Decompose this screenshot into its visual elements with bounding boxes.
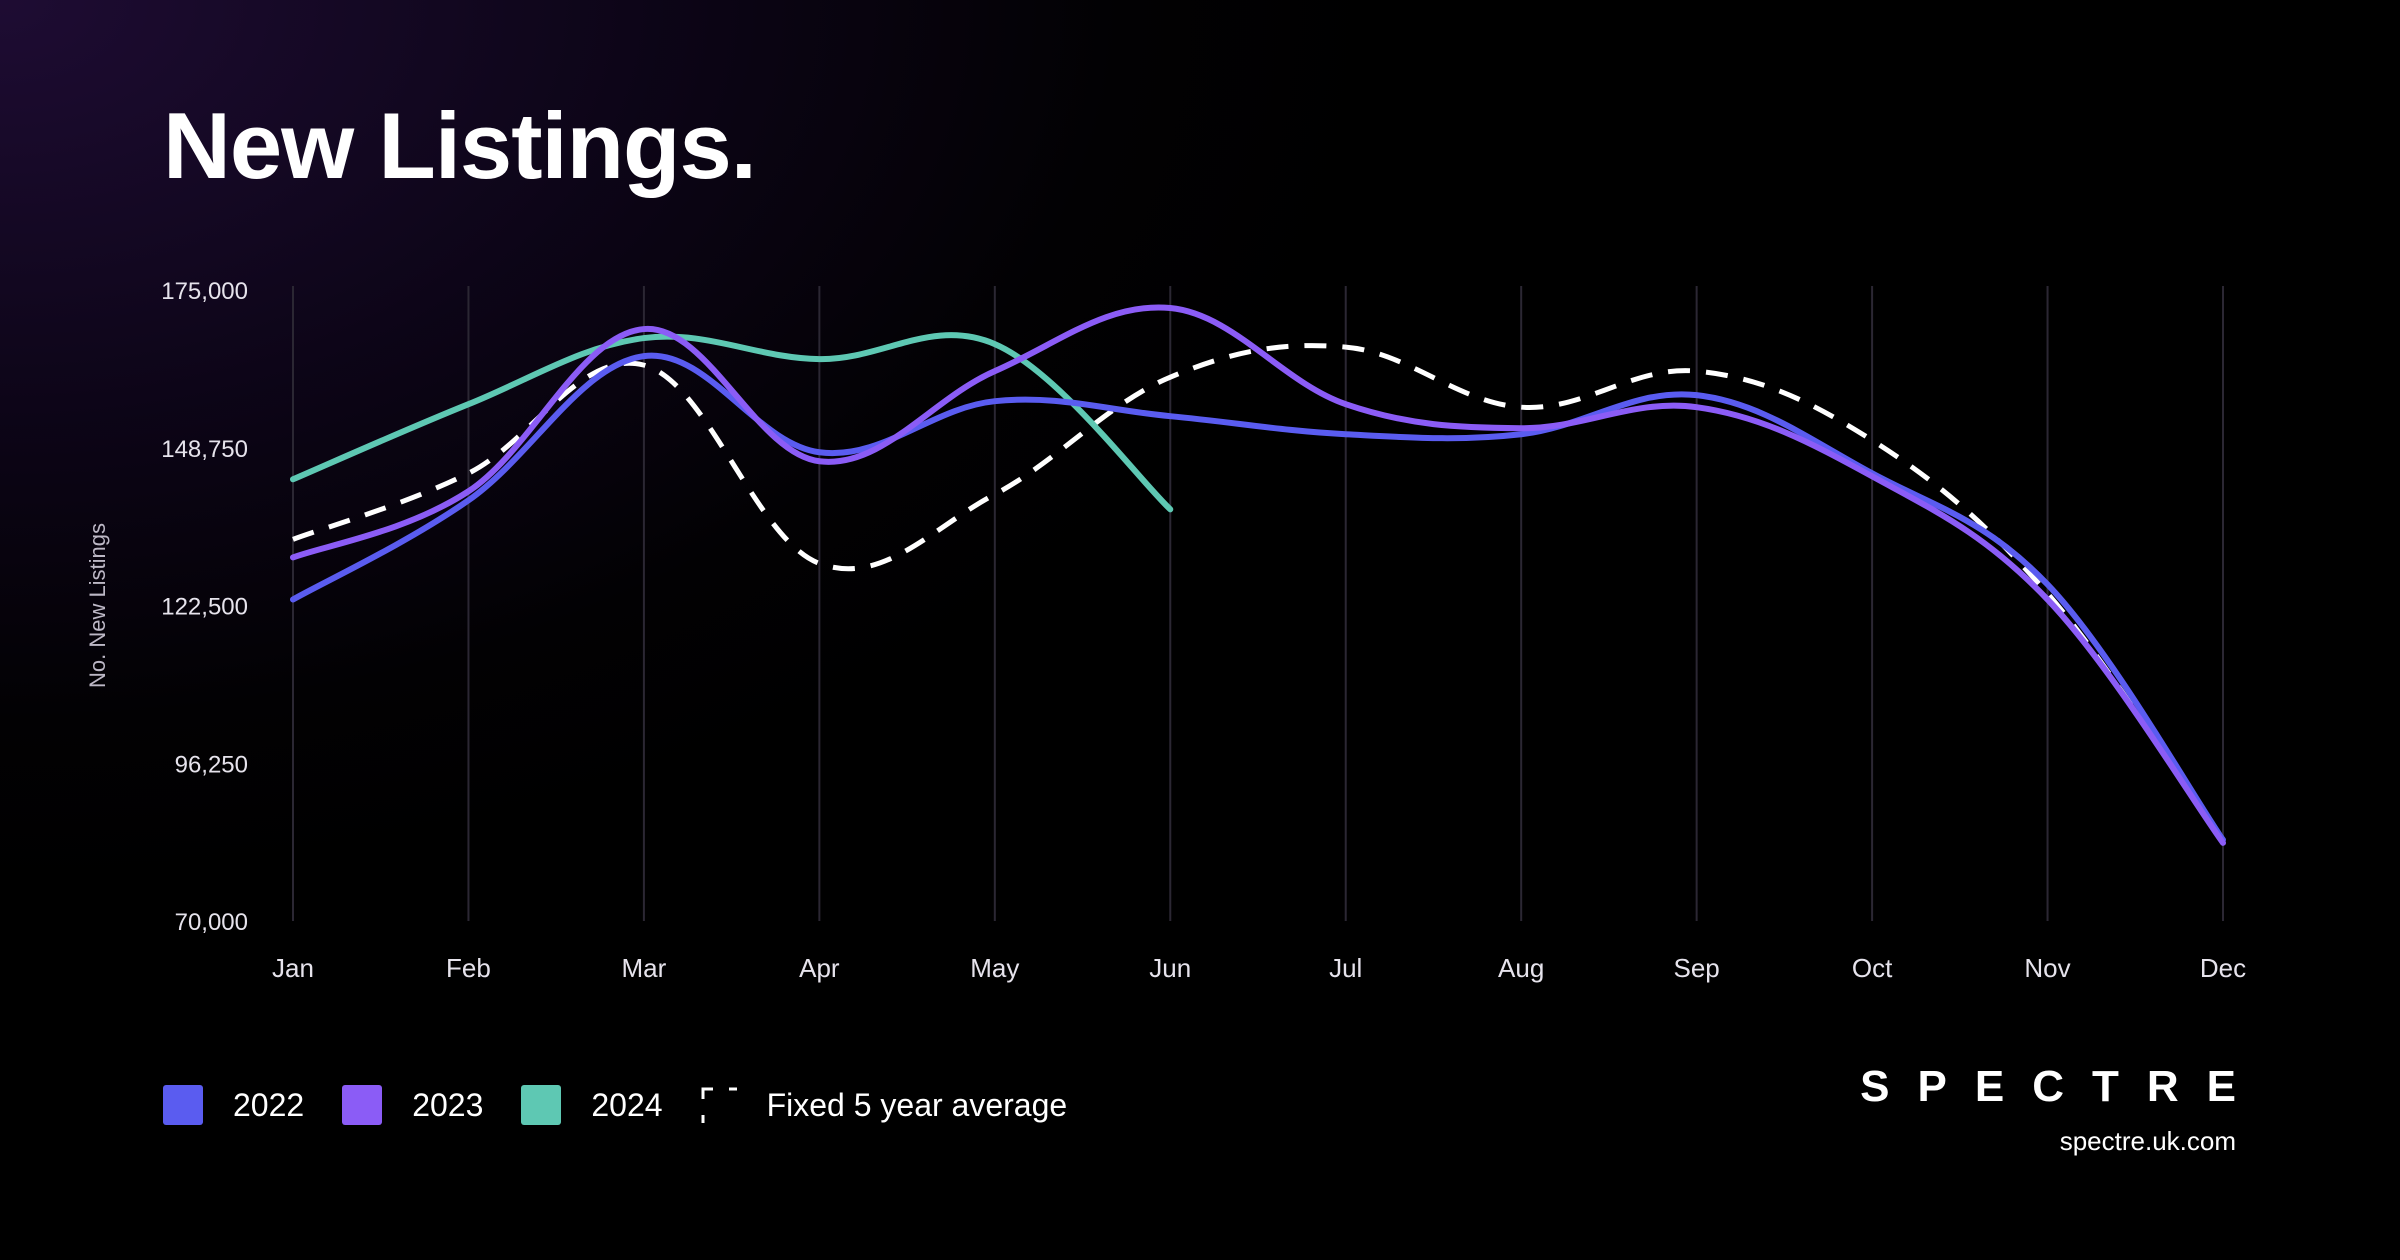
legend-item-average: Fixed 5 year average	[701, 1086, 1068, 1124]
y-axis-label: No. New Listings	[85, 523, 110, 688]
legend-label-average: Fixed 5 year average	[766, 1086, 1068, 1123]
x-tick-label: Dec	[2200, 953, 2246, 983]
x-tick-label: Mar	[622, 953, 667, 983]
series-line-2024	[290, 332, 1174, 513]
x-tick-label: Feb	[446, 953, 491, 983]
legend-label-2023: 2023	[412, 1086, 484, 1123]
x-tick-label: Jan	[272, 953, 314, 983]
y-tick-label: 175,000	[161, 278, 248, 305]
x-tick-label: Jul	[1329, 953, 1362, 983]
brand-block: SPECTRE spectre.uk.com	[1860, 1062, 2236, 1157]
series-line-fixed-5-year-average	[292, 343, 2226, 845]
legend-item-2024: 2024	[521, 1085, 663, 1125]
legend-swatch-average	[701, 1087, 737, 1123]
legend-label-2024: 2024	[591, 1086, 663, 1123]
y-tick-label: 70,000	[175, 909, 248, 936]
legend-swatch-2024	[521, 1085, 562, 1125]
x-tick-label: Oct	[1852, 953, 1893, 983]
legend-swatch-2022	[163, 1085, 203, 1125]
x-tick-label: May	[970, 953, 1019, 983]
legend-swatch-2023	[342, 1085, 383, 1125]
x-tick-label: Aug	[1498, 953, 1544, 983]
y-tick-label: 148,750	[161, 436, 248, 463]
x-tick-label: Jun	[1149, 953, 1191, 983]
x-tick-label: Apr	[799, 953, 840, 983]
series-line-2023	[290, 304, 2226, 846]
x-tick-label: Sep	[1674, 953, 1720, 983]
legend-label-2022: 2022	[233, 1086, 305, 1123]
brand-logo: SPECTRE	[1860, 1062, 2264, 1111]
page-title: New Listings.	[163, 93, 757, 198]
y-tick-label: 122,500	[161, 594, 248, 621]
y-tick-label: 96,250	[175, 751, 248, 778]
brand-url: spectre.uk.com	[2059, 1126, 2236, 1156]
x-tick-label: Nov	[2024, 953, 2070, 983]
chart-legend: 2022 2023 2024 Fixed 5 year average	[163, 1085, 1105, 1125]
legend-item-2023: 2023	[342, 1085, 483, 1125]
legend-item-2022: 2022	[163, 1085, 304, 1125]
series-line-2022	[290, 352, 2226, 843]
line-chart: Jan Feb Mar Apr May Jun Jul Aug Sep Oct Nov Dec 70,0…	[85, 278, 2246, 983]
